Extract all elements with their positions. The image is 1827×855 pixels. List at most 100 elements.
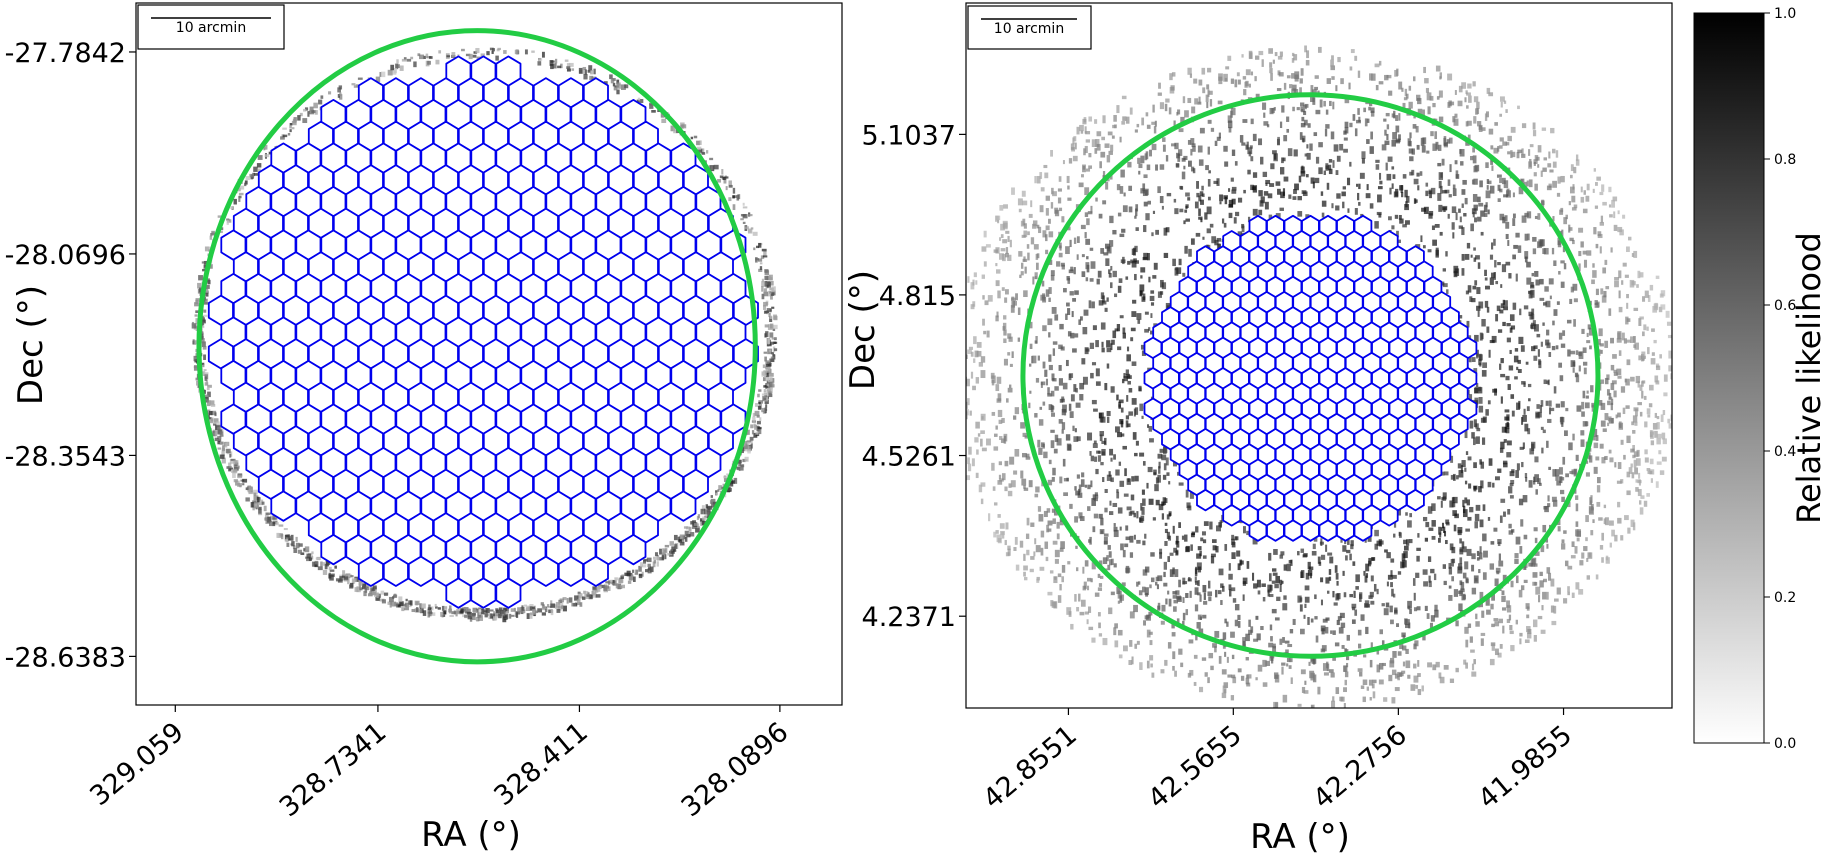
density-mark: [1328, 569, 1332, 575]
density-mark: [1449, 164, 1452, 173]
density-mark: [717, 179, 722, 183]
density-mark: [1146, 660, 1150, 669]
density-mark: [1379, 662, 1384, 670]
density-mark: [1267, 193, 1273, 199]
density-mark: [467, 611, 472, 618]
density-mark: [1299, 132, 1303, 140]
density-mark: [743, 444, 748, 449]
density-mark: [764, 407, 767, 414]
density-mark: [1242, 637, 1246, 644]
density-mark: [1099, 161, 1102, 169]
density-mark: [758, 242, 762, 248]
density-mark: [1409, 132, 1412, 139]
density-mark: [756, 420, 761, 425]
density-mark: [541, 606, 547, 611]
density-mark: [1230, 78, 1234, 84]
density-mark: [1184, 110, 1189, 118]
density-mark: [1227, 55, 1232, 61]
density-mark: [1159, 164, 1165, 170]
density-mark: [209, 417, 212, 420]
density-mark: [1573, 166, 1577, 174]
density-mark: [1214, 239, 1219, 246]
density-mark: [1561, 539, 1565, 544]
density-mark: [1246, 530, 1251, 536]
density-mark: [759, 266, 763, 270]
density-mark: [1578, 227, 1584, 233]
density-mark: [1623, 338, 1627, 344]
density-mark: [1276, 88, 1282, 92]
density-mark: [1423, 206, 1429, 215]
density-mark: [1474, 577, 1478, 582]
density-mark: [1442, 283, 1448, 288]
density-mark: [1259, 200, 1264, 207]
density-mark: [1073, 136, 1077, 142]
density-mark: [1140, 503, 1143, 511]
density-mark: [1663, 374, 1668, 382]
density-mark: [747, 441, 750, 444]
density-mark: [1198, 208, 1201, 216]
density-mark: [1078, 512, 1083, 519]
density-mark: [1466, 105, 1469, 109]
density-mark: [467, 616, 473, 620]
density-mark: [264, 512, 269, 519]
density-mark: [1164, 528, 1168, 534]
density-mark: [756, 414, 760, 418]
density-mark: [1438, 204, 1443, 212]
density-mark: [1522, 414, 1527, 422]
density-mark: [1474, 521, 1478, 529]
density-mark: [1467, 83, 1472, 89]
density-mark: [1507, 384, 1511, 390]
density-mark: [1605, 555, 1609, 561]
density-mark: [1507, 509, 1511, 515]
density-mark: [1053, 448, 1058, 454]
density-mark: [261, 501, 265, 505]
density-mark: [1486, 185, 1489, 190]
density-mark: [1282, 603, 1288, 611]
density-mark: [1039, 406, 1043, 410]
density-mark: [1608, 392, 1612, 400]
density-mark: [1065, 313, 1068, 320]
density-mark: [419, 54, 424, 60]
density-mark: [239, 185, 245, 190]
density-mark: [1262, 596, 1266, 602]
density-mark: [1537, 213, 1541, 220]
density-mark: [1506, 440, 1512, 446]
density-mark: [1086, 619, 1089, 625]
density-mark: [1585, 472, 1590, 477]
density-mark: [1267, 584, 1272, 593]
density-mark: [616, 89, 620, 95]
density-mark: [1281, 157, 1284, 164]
density-mark: [1187, 505, 1192, 511]
density-mark: [1228, 212, 1233, 219]
density-mark: [1321, 628, 1325, 635]
density-mark: [761, 278, 765, 283]
density-mark: [710, 495, 713, 498]
density-mark: [1464, 467, 1467, 472]
density-mark: [1149, 640, 1153, 646]
density-mark: [603, 585, 607, 591]
density-mark: [252, 505, 255, 511]
density-mark: [763, 351, 768, 354]
density-mark: [1005, 252, 1009, 258]
density-mark: [1413, 76, 1416, 82]
density-mark: [550, 600, 553, 604]
likelihood-density-right: [966, 45, 1672, 708]
density-mark: [1348, 82, 1351, 90]
density-mark: [1642, 331, 1645, 337]
density-mark: [526, 613, 530, 620]
density-mark: [1040, 530, 1045, 538]
density-mark: [1061, 216, 1065, 223]
density-mark: [1104, 143, 1110, 148]
density-mark: [632, 576, 636, 582]
density-mark: [1377, 186, 1383, 190]
density-mark: [1270, 163, 1275, 170]
density-mark: [1084, 232, 1087, 239]
density-mark: [204, 298, 208, 302]
density-mark: [1160, 669, 1165, 674]
density-mark: [463, 608, 467, 612]
density-mark: [325, 561, 331, 565]
density-mark: [568, 62, 574, 67]
density-mark: [1152, 517, 1156, 521]
density-mark: [1553, 386, 1557, 394]
density-mark: [211, 410, 217, 416]
